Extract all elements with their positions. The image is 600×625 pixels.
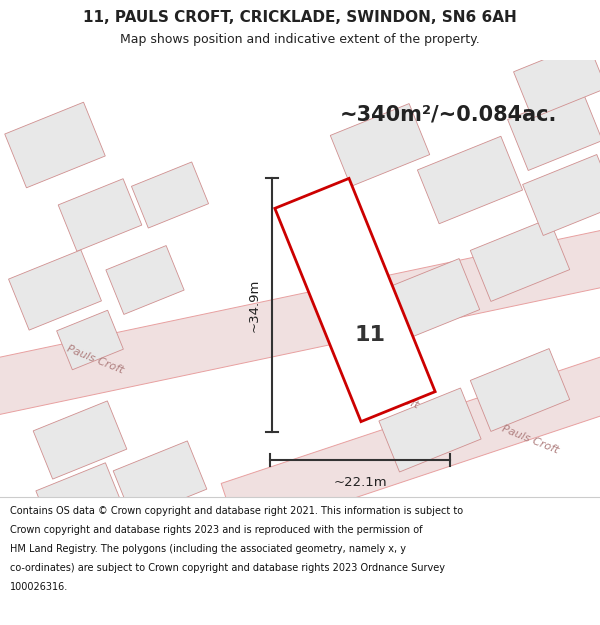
Polygon shape	[508, 89, 600, 171]
Text: Contains OS data © Crown copyright and database right 2021. This information is : Contains OS data © Crown copyright and d…	[10, 506, 463, 516]
Polygon shape	[379, 388, 481, 472]
Text: Crown copyright and database rights 2023 and is reproduced with the permission o: Crown copyright and database rights 2023…	[10, 525, 422, 535]
Polygon shape	[131, 162, 209, 228]
Bar	[0, 0, 600, 60]
Text: ~22.1m: ~22.1m	[333, 476, 387, 489]
Text: ~340m²/~0.084ac.: ~340m²/~0.084ac.	[340, 105, 557, 125]
Polygon shape	[470, 219, 570, 301]
Text: Pauls Croft: Pauls Croft	[65, 344, 125, 376]
Bar	[0, 497, 600, 625]
Polygon shape	[221, 353, 600, 537]
Polygon shape	[8, 250, 101, 330]
Polygon shape	[523, 154, 600, 236]
Polygon shape	[380, 259, 480, 341]
Polygon shape	[330, 104, 430, 186]
Text: 11, PAULS CROFT, CRICKLADE, SWINDON, SN6 6AH: 11, PAULS CROFT, CRICKLADE, SWINDON, SN6…	[83, 11, 517, 26]
Polygon shape	[275, 178, 435, 422]
Polygon shape	[5, 102, 105, 188]
Polygon shape	[418, 136, 523, 224]
Text: Pauls Croft: Pauls Croft	[360, 379, 420, 411]
Polygon shape	[113, 441, 207, 519]
Text: co-ordinates) are subject to Crown copyright and database rights 2023 Ordnance S: co-ordinates) are subject to Crown copyr…	[10, 563, 445, 573]
Text: Pauls Croft: Pauls Croft	[500, 424, 560, 456]
Polygon shape	[56, 310, 124, 370]
Polygon shape	[514, 42, 600, 118]
Polygon shape	[36, 462, 124, 538]
Text: ~34.9m: ~34.9m	[248, 278, 260, 332]
Text: 100026316.: 100026316.	[10, 582, 68, 592]
Text: 11: 11	[355, 325, 386, 345]
Text: Map shows position and indicative extent of the property.: Map shows position and indicative extent…	[120, 34, 480, 46]
Polygon shape	[0, 228, 600, 418]
Text: HM Land Registry. The polygons (including the associated geometry, namely x, y: HM Land Registry. The polygons (includin…	[10, 544, 406, 554]
Polygon shape	[106, 246, 184, 314]
Polygon shape	[58, 179, 142, 251]
Polygon shape	[33, 401, 127, 479]
Polygon shape	[470, 349, 570, 431]
